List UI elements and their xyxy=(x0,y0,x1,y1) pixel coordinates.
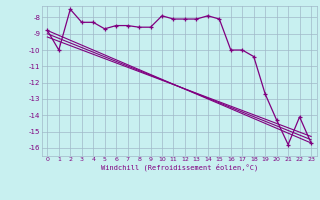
X-axis label: Windchill (Refroidissement éolien,°C): Windchill (Refroidissement éolien,°C) xyxy=(100,164,258,171)
